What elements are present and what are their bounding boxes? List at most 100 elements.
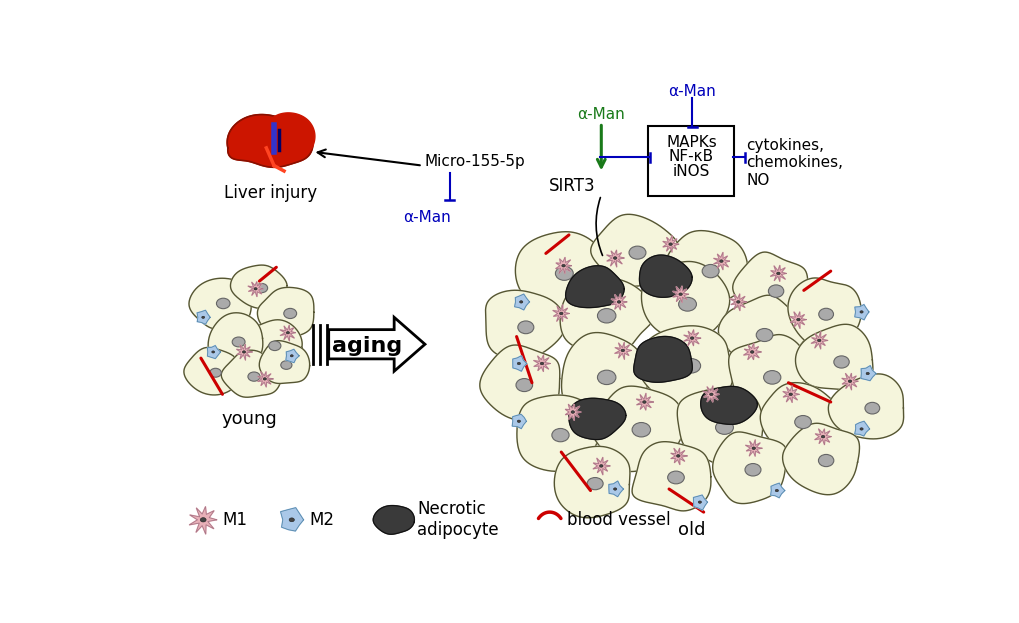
Ellipse shape <box>290 354 292 357</box>
Ellipse shape <box>597 308 615 323</box>
Ellipse shape <box>690 337 693 340</box>
Ellipse shape <box>755 328 772 341</box>
Ellipse shape <box>288 518 294 521</box>
FancyArrow shape <box>328 317 425 371</box>
Ellipse shape <box>202 316 205 318</box>
Polygon shape <box>244 320 302 371</box>
Text: Liver injury: Liver injury <box>223 184 317 202</box>
Polygon shape <box>729 294 746 311</box>
Ellipse shape <box>555 267 573 280</box>
Polygon shape <box>783 386 798 402</box>
Polygon shape <box>208 313 263 363</box>
Text: α-Man: α-Man <box>403 209 450 224</box>
Ellipse shape <box>540 362 543 365</box>
Polygon shape <box>566 266 624 308</box>
Ellipse shape <box>518 321 533 334</box>
Polygon shape <box>559 275 654 355</box>
Ellipse shape <box>212 351 214 353</box>
Ellipse shape <box>859 311 862 313</box>
Text: Necrotic
adipocyte: Necrotic adipocyte <box>417 500 498 540</box>
Ellipse shape <box>833 356 849 368</box>
Polygon shape <box>854 421 868 436</box>
Polygon shape <box>693 495 707 510</box>
Polygon shape <box>561 333 647 415</box>
Ellipse shape <box>775 272 780 275</box>
Polygon shape <box>512 414 526 429</box>
Ellipse shape <box>232 337 245 347</box>
Text: iNOS: iNOS <box>673 164 709 179</box>
Polygon shape <box>258 372 273 387</box>
Text: α-Man: α-Man <box>667 84 715 99</box>
Ellipse shape <box>848 380 851 383</box>
Polygon shape <box>183 348 238 395</box>
FancyBboxPatch shape <box>648 126 734 196</box>
Polygon shape <box>279 325 296 341</box>
Polygon shape <box>632 442 710 511</box>
Ellipse shape <box>571 411 574 413</box>
Polygon shape <box>513 356 526 371</box>
Polygon shape <box>860 366 875 381</box>
Text: old: old <box>678 521 705 540</box>
Polygon shape <box>683 330 700 346</box>
Ellipse shape <box>818 308 833 320</box>
Ellipse shape <box>519 301 523 303</box>
Ellipse shape <box>629 246 645 259</box>
Polygon shape <box>479 345 559 421</box>
Polygon shape <box>592 457 609 475</box>
Ellipse shape <box>676 455 680 457</box>
Ellipse shape <box>243 351 246 353</box>
Ellipse shape <box>865 373 868 374</box>
Polygon shape <box>789 312 805 328</box>
Polygon shape <box>221 350 281 397</box>
Polygon shape <box>610 294 627 310</box>
Polygon shape <box>702 386 718 402</box>
Polygon shape <box>662 235 678 252</box>
Polygon shape <box>227 115 313 168</box>
Polygon shape <box>810 331 826 349</box>
Ellipse shape <box>248 372 260 381</box>
Ellipse shape <box>621 349 624 352</box>
Ellipse shape <box>559 312 562 315</box>
Ellipse shape <box>642 401 645 403</box>
Ellipse shape <box>859 428 862 430</box>
Ellipse shape <box>751 447 755 450</box>
Ellipse shape <box>750 351 753 353</box>
Text: MAPKs: MAPKs <box>665 135 716 150</box>
Polygon shape <box>664 231 747 303</box>
Polygon shape <box>728 335 807 414</box>
Ellipse shape <box>517 363 520 364</box>
Polygon shape <box>759 383 845 458</box>
Polygon shape <box>553 446 630 518</box>
Polygon shape <box>788 278 860 348</box>
Polygon shape <box>732 252 807 325</box>
Polygon shape <box>841 373 857 390</box>
Ellipse shape <box>744 464 760 476</box>
Polygon shape <box>608 481 623 497</box>
Polygon shape <box>606 250 624 267</box>
Ellipse shape <box>864 402 878 414</box>
Polygon shape <box>713 252 729 270</box>
Ellipse shape <box>280 361 291 369</box>
Polygon shape <box>517 395 599 472</box>
Polygon shape <box>280 508 304 531</box>
Ellipse shape <box>763 371 781 384</box>
Ellipse shape <box>719 260 722 262</box>
Ellipse shape <box>599 465 602 467</box>
Polygon shape <box>814 429 830 445</box>
Polygon shape <box>745 440 761 457</box>
Ellipse shape <box>678 297 696 311</box>
Text: young: young <box>221 410 277 428</box>
Ellipse shape <box>667 471 684 484</box>
Polygon shape <box>373 505 414 535</box>
Ellipse shape <box>682 359 700 373</box>
Polygon shape <box>614 342 631 359</box>
Ellipse shape <box>701 264 718 278</box>
Ellipse shape <box>794 416 810 429</box>
Polygon shape <box>230 265 287 308</box>
Ellipse shape <box>767 285 783 297</box>
Ellipse shape <box>517 420 520 422</box>
Ellipse shape <box>698 501 701 503</box>
Text: aging: aging <box>332 336 401 356</box>
Polygon shape <box>638 326 732 406</box>
Ellipse shape <box>268 341 280 351</box>
